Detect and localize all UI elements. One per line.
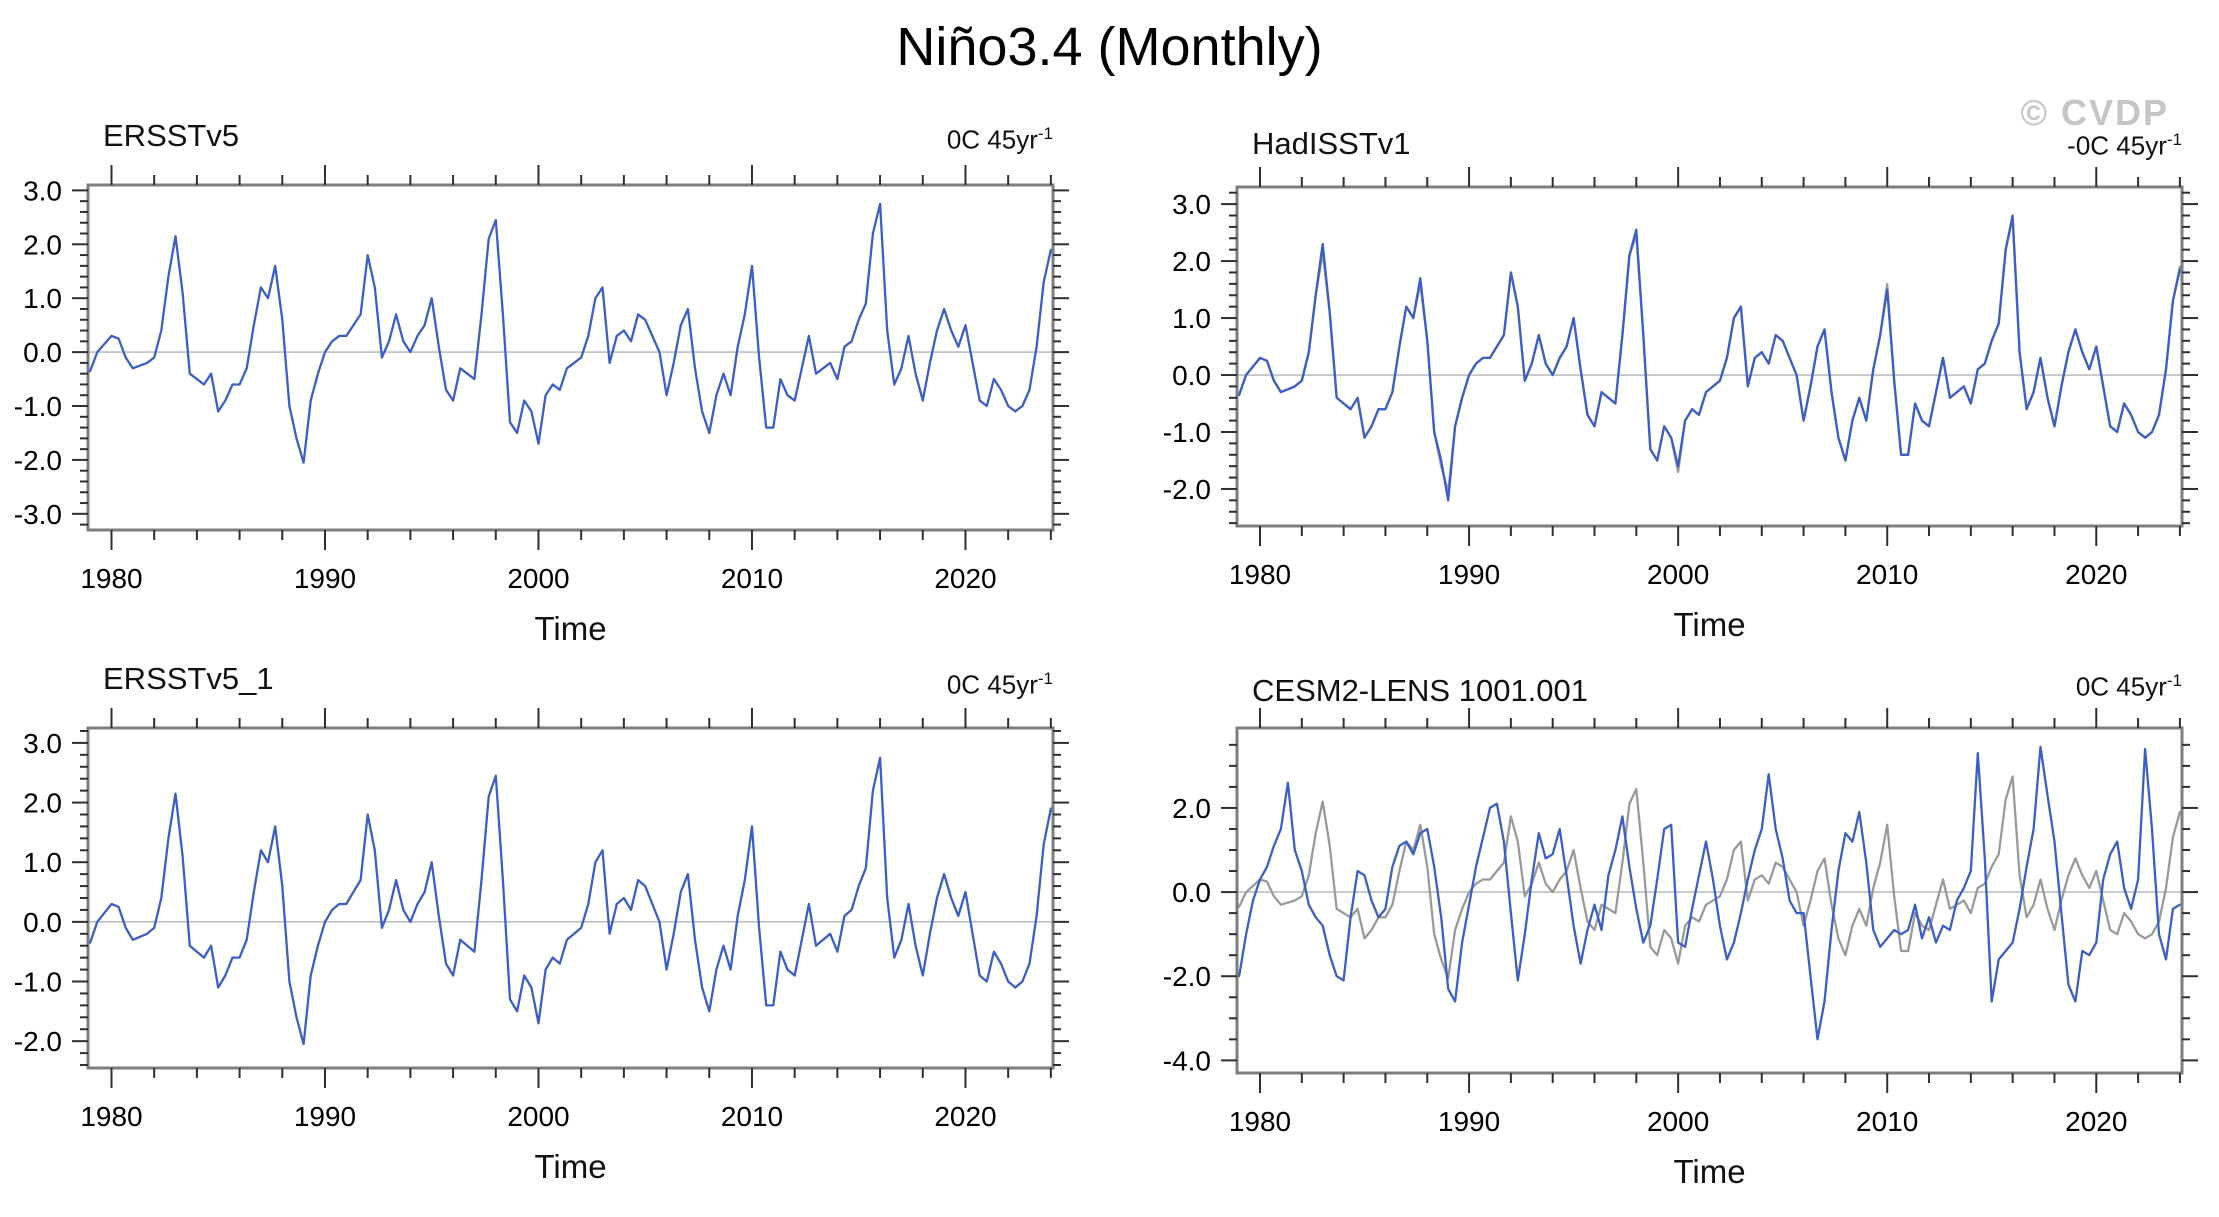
y-tick-label: -4.0 bbox=[1163, 1045, 1211, 1076]
x-tick-label: 2010 bbox=[721, 563, 783, 594]
y-tick-label: 3.0 bbox=[23, 728, 62, 759]
y-tick-label: 2.0 bbox=[23, 788, 62, 819]
x-tick-label: 2020 bbox=[934, 1101, 996, 1132]
y-tick-label: -2.0 bbox=[1163, 961, 1211, 992]
y-tick-label: -2.0 bbox=[14, 445, 62, 476]
panel-2: 3.0 2.0 1.0 0.0 -1.0 -2.0 1980 1990 2000 2010 2020 bbox=[14, 708, 1069, 1132]
x-tick-label: 2000 bbox=[507, 563, 569, 594]
series-line-ersstv5 bbox=[88, 756, 1053, 1046]
x-tick-label: 1980 bbox=[80, 1101, 142, 1132]
axis-ticks bbox=[72, 708, 1069, 1088]
y-tick-label: -3.0 bbox=[14, 499, 62, 530]
x-axis-label-time: Time bbox=[534, 1148, 607, 1185]
x-tick-label: 2000 bbox=[507, 1101, 569, 1132]
y-tick-label: 2.0 bbox=[1172, 246, 1211, 277]
x-tick-label: 2020 bbox=[2065, 559, 2127, 590]
panel-title-cesm2-lens: CESM2-LENS 1001.001 bbox=[1252, 673, 1589, 708]
plot-frame bbox=[1235, 185, 2184, 528]
trend-exponent: -1 bbox=[2166, 671, 2182, 690]
y-tick-label: -1.0 bbox=[14, 967, 62, 998]
x-tick-label: 2020 bbox=[934, 563, 996, 594]
axis-tick-labels: 3.0 2.0 1.0 0.0 -1.0 -2.0 1980 1990 2000 2010 2020 bbox=[1163, 189, 2128, 590]
series-group bbox=[88, 202, 1053, 464]
x-tick-label: 1980 bbox=[80, 563, 142, 594]
x-tick-label: 1990 bbox=[294, 563, 356, 594]
panel-1: 3.0 2.0 1.0 0.0 -1.0 -2.0 1980 1990 2000 2010 2020 bbox=[1163, 167, 2198, 590]
series-line-ersstv5 bbox=[1237, 775, 2182, 980]
y-tick-label: 2.0 bbox=[23, 229, 62, 260]
y-tick-label: -1.0 bbox=[14, 391, 62, 422]
trend-exponent: -1 bbox=[1037, 124, 1053, 143]
trend-value: 0C 45yr bbox=[946, 669, 1038, 700]
y-tick-label: 0.0 bbox=[23, 907, 62, 938]
panel-3: 2.0 0.0 -2.0 -4.0 1980 1990 2000 2010 2020 bbox=[1163, 708, 2198, 1137]
trend-value: -0C 45yr bbox=[2067, 130, 2167, 161]
axis-tick-labels: 2.0 0.0 -2.0 -4.0 1980 1990 2000 2010 2020 bbox=[1163, 793, 2128, 1137]
series-line-ersstv5 bbox=[1237, 217, 2182, 493]
x-tick-label: 2020 bbox=[2065, 1106, 2127, 1137]
x-tick-label: 2010 bbox=[721, 1101, 783, 1132]
panel-title-ersstv5-1: ERSSTv5_1 bbox=[103, 661, 274, 696]
x-tick-label: 1990 bbox=[1438, 559, 1500, 590]
x-tick-label: 1980 bbox=[1229, 1106, 1291, 1137]
y-tick-label: 0.0 bbox=[23, 337, 62, 368]
y-tick-label: 2.0 bbox=[1172, 793, 1211, 824]
x-tick-label: 2000 bbox=[1647, 559, 1709, 590]
x-axis-label-time: Time bbox=[1673, 606, 1746, 643]
cvdp-watermark: © CVDP bbox=[2020, 92, 2169, 133]
series-group bbox=[1237, 745, 2182, 1041]
y-tick-label: -2.0 bbox=[14, 1026, 62, 1057]
panel-title-hadisstv1: HadISSTv1 bbox=[1252, 126, 1411, 161]
series-line-hadisstv1 bbox=[1237, 214, 2182, 502]
axis-tick-labels: 3.0 2.0 1.0 0.0 -1.0 -2.0 1980 1990 2000 2010 2020 bbox=[14, 728, 997, 1132]
x-tick-label: 2010 bbox=[1856, 1106, 1918, 1137]
y-tick-label: 1.0 bbox=[1172, 303, 1211, 334]
trend-exponent: -1 bbox=[2166, 130, 2182, 149]
trend-label-ersstv5-1: 0C 45yr-1 bbox=[947, 669, 1053, 701]
trend-label-ersstv5: 0C 45yr-1 bbox=[947, 124, 1053, 156]
y-tick-label: 0.0 bbox=[1172, 877, 1211, 908]
y-tick-label: 3.0 bbox=[23, 175, 62, 206]
x-tick-label: 2000 bbox=[1647, 1106, 1709, 1137]
x-tick-label: 1990 bbox=[294, 1101, 356, 1132]
y-tick-label: 1.0 bbox=[23, 847, 62, 878]
x-tick-label: 1990 bbox=[1438, 1106, 1500, 1137]
y-tick-label: 1.0 bbox=[23, 283, 62, 314]
plot-frame bbox=[86, 183, 1055, 532]
trend-value: 0C 45yr bbox=[946, 124, 1038, 155]
trend-value: 0C 45yr bbox=[2075, 671, 2167, 702]
y-tick-label: 0.0 bbox=[1172, 360, 1211, 391]
plot-frame bbox=[86, 726, 1055, 1070]
axis-ticks bbox=[1221, 708, 2198, 1093]
axis-ticks bbox=[72, 165, 1069, 550]
y-tick-label: -1.0 bbox=[1163, 417, 1211, 448]
trend-exponent: -1 bbox=[1037, 669, 1053, 688]
y-tick-label: 3.0 bbox=[1172, 189, 1211, 220]
panel-0: 3.0 2.0 1.0 0.0 -1.0 -2.0 -3.0 1980 1990 2000 2010… bbox=[14, 165, 1069, 594]
series-group bbox=[1237, 214, 2182, 502]
y-tick-label: -2.0 bbox=[1163, 474, 1211, 505]
x-axis-label-time: Time bbox=[534, 610, 607, 647]
panel-title-ersstv5: ERSSTv5 bbox=[103, 118, 240, 153]
trend-label-cesm2-lens: 0C 45yr-1 bbox=[2076, 671, 2182, 703]
series-line-cesm2_lens_1001_001 bbox=[1237, 745, 2182, 1041]
x-tick-label: 1980 bbox=[1229, 559, 1291, 590]
trend-label-hadisstv1: -0C 45yr-1 bbox=[2067, 130, 2182, 162]
series-line-ersstv5 bbox=[88, 202, 1053, 464]
series-group bbox=[88, 756, 1053, 1046]
axis-ticks bbox=[1221, 167, 2198, 546]
plot-frame bbox=[1235, 726, 2184, 1075]
axis-tick-labels: 3.0 2.0 1.0 0.0 -1.0 -2.0 -3.0 1980 1990 2000 2010… bbox=[14, 175, 997, 594]
page-title: Niño3.4 (Monthly) bbox=[896, 17, 1323, 77]
x-axis-label-time: Time bbox=[1673, 1153, 1746, 1190]
x-tick-label: 2010 bbox=[1856, 559, 1918, 590]
